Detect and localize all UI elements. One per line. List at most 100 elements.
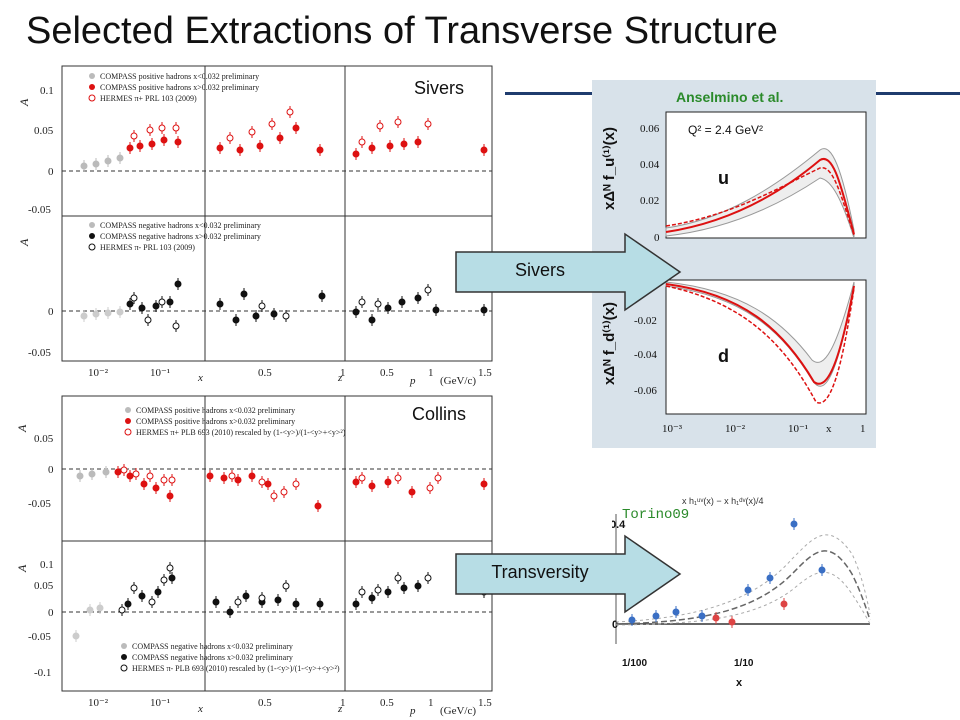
- svg-text:COMPASS positive hadrons x>0.0: COMPASS positive hadrons x>0.032 prelimi…: [100, 83, 259, 92]
- svg-text:x h₁ᵘᵛ(x) − x h₁ᵈᵛ(x)/4: x h₁ᵘᵛ(x) − x h₁ᵈᵛ(x)/4: [682, 496, 763, 506]
- collins-point: [394, 574, 402, 582]
- sivers-point: [270, 310, 278, 318]
- sivers-point: [130, 294, 138, 302]
- sivers-point: [386, 142, 394, 150]
- sivers-point: [166, 298, 174, 306]
- collins-point: [138, 592, 146, 600]
- svg-text:0.05: 0.05: [34, 125, 54, 137]
- svg-text:-0.05: -0.05: [28, 631, 51, 643]
- svg-text:1: 1: [428, 697, 434, 709]
- collins-point: [140, 480, 148, 488]
- svg-text:COMPASS positive hadrons x<0.0: COMPASS positive hadrons x<0.032 prelimi…: [100, 72, 259, 81]
- collins-point: [234, 476, 242, 484]
- sivers-point: [414, 294, 422, 302]
- collins-point: [368, 594, 376, 602]
- collins-point: [120, 466, 128, 474]
- sivers-point: [144, 316, 152, 324]
- sivers-point: [138, 304, 146, 312]
- svg-text:10⁻³: 10⁻³: [662, 423, 683, 435]
- torino-plot: x h₁ᵘᵛ(x) − x h₁ᵈᵛ(x)/4 Torino09 0.4 0 1…: [612, 494, 874, 690]
- svg-text:COMPASS positive hadrons x>0.0: COMPASS positive hadrons x>0.032 prelimi…: [136, 417, 295, 426]
- svg-text:COMPASS negative hadrons x<0.0: COMPASS negative hadrons x<0.032 prelimi…: [132, 642, 293, 651]
- sivers-point: [146, 126, 154, 134]
- sivers-point: [480, 146, 488, 154]
- svg-text:COMPASS negative hadrons x<0.0: COMPASS negative hadrons x<0.032 prelimi…: [100, 221, 261, 230]
- torino-point: [766, 574, 774, 582]
- sivers-point: [236, 146, 244, 154]
- svg-text:x: x: [826, 423, 832, 435]
- collins-point: [220, 474, 228, 482]
- svg-text:0.06: 0.06: [640, 123, 660, 135]
- slide-title: Selected Extractions of Transverse Struc…: [26, 10, 778, 52]
- svg-text:10⁻²: 10⁻²: [88, 697, 109, 709]
- sivers-point: [240, 290, 248, 298]
- svg-text:x: x: [197, 372, 203, 384]
- svg-text:Torino09: Torino09: [622, 507, 689, 523]
- svg-text:0.5: 0.5: [380, 367, 394, 379]
- sivers-point: [352, 150, 360, 158]
- svg-text:0: 0: [48, 166, 54, 178]
- sivers-point: [80, 162, 88, 170]
- sivers-point: [158, 298, 166, 306]
- svg-text:1: 1: [428, 367, 434, 379]
- anselmino-plot: Anselmino et al. Q² = 2.4 GeV² u d 0.06 …: [592, 80, 876, 448]
- collins-point: [314, 502, 322, 510]
- svg-text:-0.05: -0.05: [28, 204, 51, 216]
- collins-point: [88, 470, 96, 478]
- collins-point: [264, 480, 272, 488]
- sivers-point: [174, 280, 182, 288]
- collins-point: [206, 472, 214, 480]
- collins-point: [352, 478, 360, 486]
- transversity-arrow: [455, 534, 682, 614]
- sivers-point: [158, 124, 166, 132]
- collins-point: [226, 608, 234, 616]
- sivers-point: [368, 316, 376, 324]
- sivers-point: [358, 138, 366, 146]
- collins-point: [124, 600, 132, 608]
- torino-point: [790, 520, 798, 528]
- collins-point: [242, 592, 250, 600]
- sivers-point: [216, 300, 224, 308]
- svg-text:10⁻¹: 10⁻¹: [788, 423, 808, 435]
- svg-text:0: 0: [48, 306, 54, 318]
- svg-text:10⁻¹: 10⁻¹: [150, 367, 170, 379]
- collins-compass-plot: 0.05 0 -0.05 0.1 0.05 0 -0.05 -0.1 A A C…: [0, 392, 505, 720]
- torino-point: [628, 616, 636, 624]
- svg-text:0: 0: [612, 619, 618, 631]
- svg-text:0.5: 0.5: [258, 367, 272, 379]
- svg-text:1: 1: [340, 697, 346, 709]
- svg-text:0.1: 0.1: [40, 559, 54, 571]
- sivers-point: [148, 140, 156, 148]
- collins-point: [270, 492, 278, 500]
- collins-point: [292, 480, 300, 488]
- svg-text:0.1: 0.1: [40, 85, 54, 97]
- sivers-point: [398, 298, 406, 306]
- sivers-point: [104, 309, 112, 317]
- collins-point: [280, 488, 288, 496]
- torino-point: [818, 566, 826, 574]
- svg-text:HERMES π- PRL 103 (2009): HERMES π- PRL 103 (2009): [100, 243, 195, 252]
- sivers-point: [292, 124, 300, 132]
- sivers-point: [126, 300, 134, 308]
- sivers-point: [258, 302, 266, 310]
- svg-text:1/100: 1/100: [622, 658, 647, 669]
- collins-point: [212, 598, 220, 606]
- collins-point: [166, 492, 174, 500]
- sivers-point: [252, 312, 260, 320]
- collins-point: [414, 582, 422, 590]
- sivers-point: [116, 154, 124, 162]
- collins-point: [234, 598, 242, 606]
- sivers-point: [400, 140, 408, 148]
- transversity-arrow-label: Transversity: [491, 562, 589, 582]
- collins-point: [352, 600, 360, 608]
- sivers-point: [136, 142, 144, 150]
- sivers-point: [92, 310, 100, 318]
- svg-text:1.5: 1.5: [478, 367, 492, 379]
- collins-point: [114, 468, 122, 476]
- sivers-point: [432, 306, 440, 314]
- svg-text:d: d: [718, 346, 729, 366]
- svg-text:HERMES π+ PRL 103 (2009): HERMES π+ PRL 103 (2009): [100, 94, 197, 103]
- sivers-point: [116, 308, 124, 316]
- svg-text:A: A: [17, 98, 31, 107]
- collins-point: [316, 600, 324, 608]
